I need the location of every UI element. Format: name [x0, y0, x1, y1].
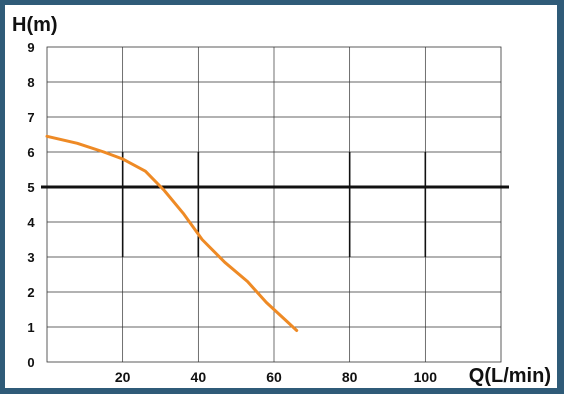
x-tick-label-60: 60 [266, 369, 282, 385]
y-tick-label-5: 5 [27, 180, 34, 195]
pump-curve-chart: 0 1 2 3 4 5 6 7 8 9 20 40 60 80 100 H(m) Q(L/min) [12, 14, 551, 387]
y-axis-label: H(m) [12, 14, 58, 36]
y-tick-label-1: 1 [27, 320, 34, 335]
y-tick-label-9: 9 [27, 40, 34, 55]
y-tick-label-7: 7 [27, 110, 34, 125]
x-tick-label-100: 100 [414, 369, 438, 385]
y-tick-label-6: 6 [27, 145, 34, 160]
chart-frame: 0 1 2 3 4 5 6 7 8 9 20 40 60 80 100 H(m) Q(L/min) [5, 5, 557, 388]
y-tick-label-0: 0 [27, 355, 34, 370]
y-tick-label-8: 8 [27, 75, 34, 90]
series-line-0 [45, 134, 299, 332]
y-tick-label-2: 2 [27, 285, 34, 300]
x-tick-label-80: 80 [342, 369, 358, 385]
x-tick-label-20: 20 [115, 369, 131, 385]
x-axis-label: Q(L/min) [469, 365, 551, 387]
x-tick-labels: 20 40 60 80 100 [115, 369, 437, 385]
grid [46, 46, 502, 363]
x-tick-label-40: 40 [191, 369, 207, 385]
y-tick-label-3: 3 [27, 250, 34, 265]
series-layer [45, 134, 299, 332]
y-tick-labels: 0 1 2 3 4 5 6 7 8 9 [27, 40, 35, 370]
y-tick-label-4: 4 [27, 215, 35, 230]
